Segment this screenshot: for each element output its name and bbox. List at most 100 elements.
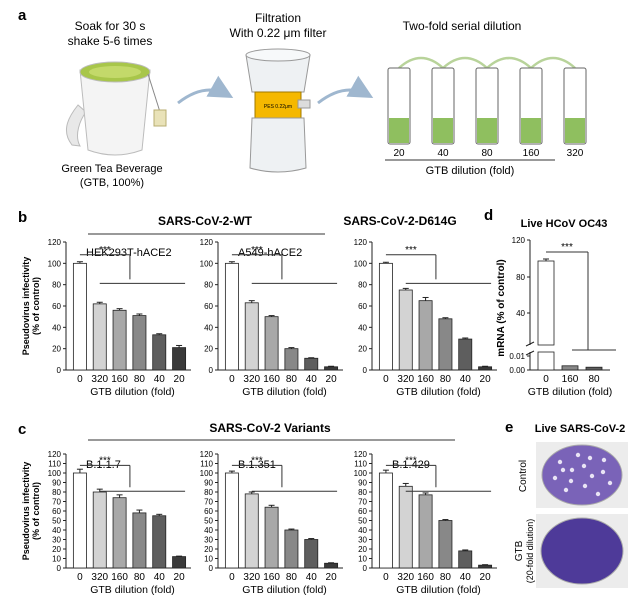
y-tick-label: 120 (354, 450, 368, 459)
x-tick-label: 80 (134, 572, 146, 583)
significance-stars: *** (99, 245, 111, 256)
y-tick-label: 80 (516, 273, 525, 282)
y-tick-label: 80 (52, 488, 61, 497)
filter-bottle-icon: PES 0.22μm (245, 48, 311, 173)
significance-stars: *** (251, 455, 263, 466)
x-axis-label: GTB dilution (fold) (396, 386, 481, 398)
y-tick-label: 20 (204, 545, 213, 554)
tube-liquid (565, 118, 585, 143)
y-tick-label: 50 (358, 517, 367, 526)
significance-stars: *** (99, 455, 111, 466)
bar (398, 289, 413, 371)
x-tick-label: 20 (174, 374, 186, 385)
x-tick-label: 0 (383, 374, 389, 385)
x-tick-label: 0 (77, 374, 83, 385)
bar (585, 366, 603, 371)
plaque (581, 463, 587, 469)
step3-title: Two-fold serial dilution (403, 19, 522, 33)
plaque (557, 459, 563, 465)
serial-dilution-tubes: 20 40 80 160 320 (387, 56, 587, 159)
x-tick-label: 80 (286, 572, 298, 583)
bar (284, 529, 299, 569)
tube-liquid (433, 118, 453, 143)
plaque (560, 467, 566, 473)
plaque (575, 452, 581, 458)
transfer-arrow-icon (530, 56, 576, 69)
panel-c-header: SARS-CoV-2 Variants (209, 421, 331, 435)
bar (324, 562, 339, 569)
bar (264, 506, 279, 569)
x-tick-label: 80 (440, 572, 452, 583)
cup-caption-line2: (GTB, 100%) (80, 177, 144, 189)
bar (92, 303, 107, 371)
y-tick-label: 0.01 (509, 352, 525, 361)
x-tick-label: 320 (397, 572, 414, 583)
y-tick-label: 60 (358, 302, 367, 311)
y-tick-label: 30 (204, 536, 213, 545)
y-tick-label: 0 (209, 366, 214, 375)
x-tick-label: 40 (154, 374, 166, 385)
chart-title: HEK293T-hACE2 (86, 247, 172, 259)
x-tick-label: 160 (562, 374, 579, 385)
x-tick-label: 0 (543, 374, 549, 385)
x-axis-label: GTB dilution (fold) (90, 584, 175, 596)
y-tick-label: 60 (204, 302, 213, 311)
x-tick-label: 80 (440, 374, 452, 385)
bar (264, 316, 279, 371)
y-tick-label: 0 (209, 564, 214, 573)
x-tick-label: 20 (326, 374, 338, 385)
y-tick-label: 0.00 (509, 366, 525, 375)
bar (378, 472, 393, 569)
y-axis-label-unit: (% of control) (31, 277, 41, 335)
x-tick-label: 320 (243, 374, 260, 385)
y-tick-label: 120 (48, 238, 62, 247)
y-tick-label: 90 (204, 479, 213, 488)
x-tick-label: 160 (111, 572, 128, 583)
x-tick-label: 40 (306, 572, 318, 583)
panel-c-label: c (18, 421, 26, 438)
y-tick-label: 60 (204, 507, 213, 516)
control-well-label: Control (518, 460, 529, 492)
panel-b-wt-header: SARS-CoV-2-WT (158, 214, 253, 228)
bar (324, 366, 339, 371)
y-tick-label: 80 (358, 281, 367, 290)
tube-liquid (477, 118, 497, 143)
y-tick-label: 100 (48, 259, 62, 268)
x-axis-label: GTB dilution (fold) (396, 584, 481, 596)
y-tick-label: 20 (204, 345, 213, 354)
filter-label: PES 0.22μm (264, 104, 292, 110)
tube-axis-label: GTB dilution (fold) (426, 165, 515, 177)
y-tick-label: 30 (52, 536, 61, 545)
bar (172, 347, 187, 371)
y-tick-label: 100 (200, 259, 214, 268)
bar (478, 366, 493, 371)
y-tick-label: 40 (516, 309, 525, 318)
transfer-arrow-icon (398, 56, 444, 69)
bar (172, 556, 187, 569)
y-axis-label: Pseudovirus infectivity (21, 462, 31, 561)
panel-d-label: d (484, 207, 493, 224)
x-tick-label: 0 (383, 572, 389, 583)
step1-line1: Soak for 30 s (75, 19, 146, 33)
bar (132, 315, 147, 371)
y-tick-label: 40 (204, 526, 213, 535)
y-tick-label: 10 (52, 555, 61, 564)
x-tick-label: 40 (460, 374, 472, 385)
y-axis-label-unit: (% of control) (31, 482, 41, 540)
x-tick-label: 20 (480, 374, 492, 385)
transfer-arrow-icon (442, 56, 488, 69)
panel-b-label: b (18, 209, 27, 226)
y-tick-label: 110 (48, 460, 61, 469)
bar (478, 564, 493, 569)
plaque (600, 469, 606, 475)
x-tick-label: 160 (263, 374, 280, 385)
panel-e-label: e (505, 419, 513, 436)
step1-line2: shake 5-6 times (68, 34, 153, 48)
plaque (582, 483, 588, 489)
y-tick-label: 0 (363, 366, 368, 375)
x-tick-label: 0 (229, 572, 235, 583)
y-tick-label: 50 (204, 517, 213, 526)
x-tick-label: 40 (306, 374, 318, 385)
